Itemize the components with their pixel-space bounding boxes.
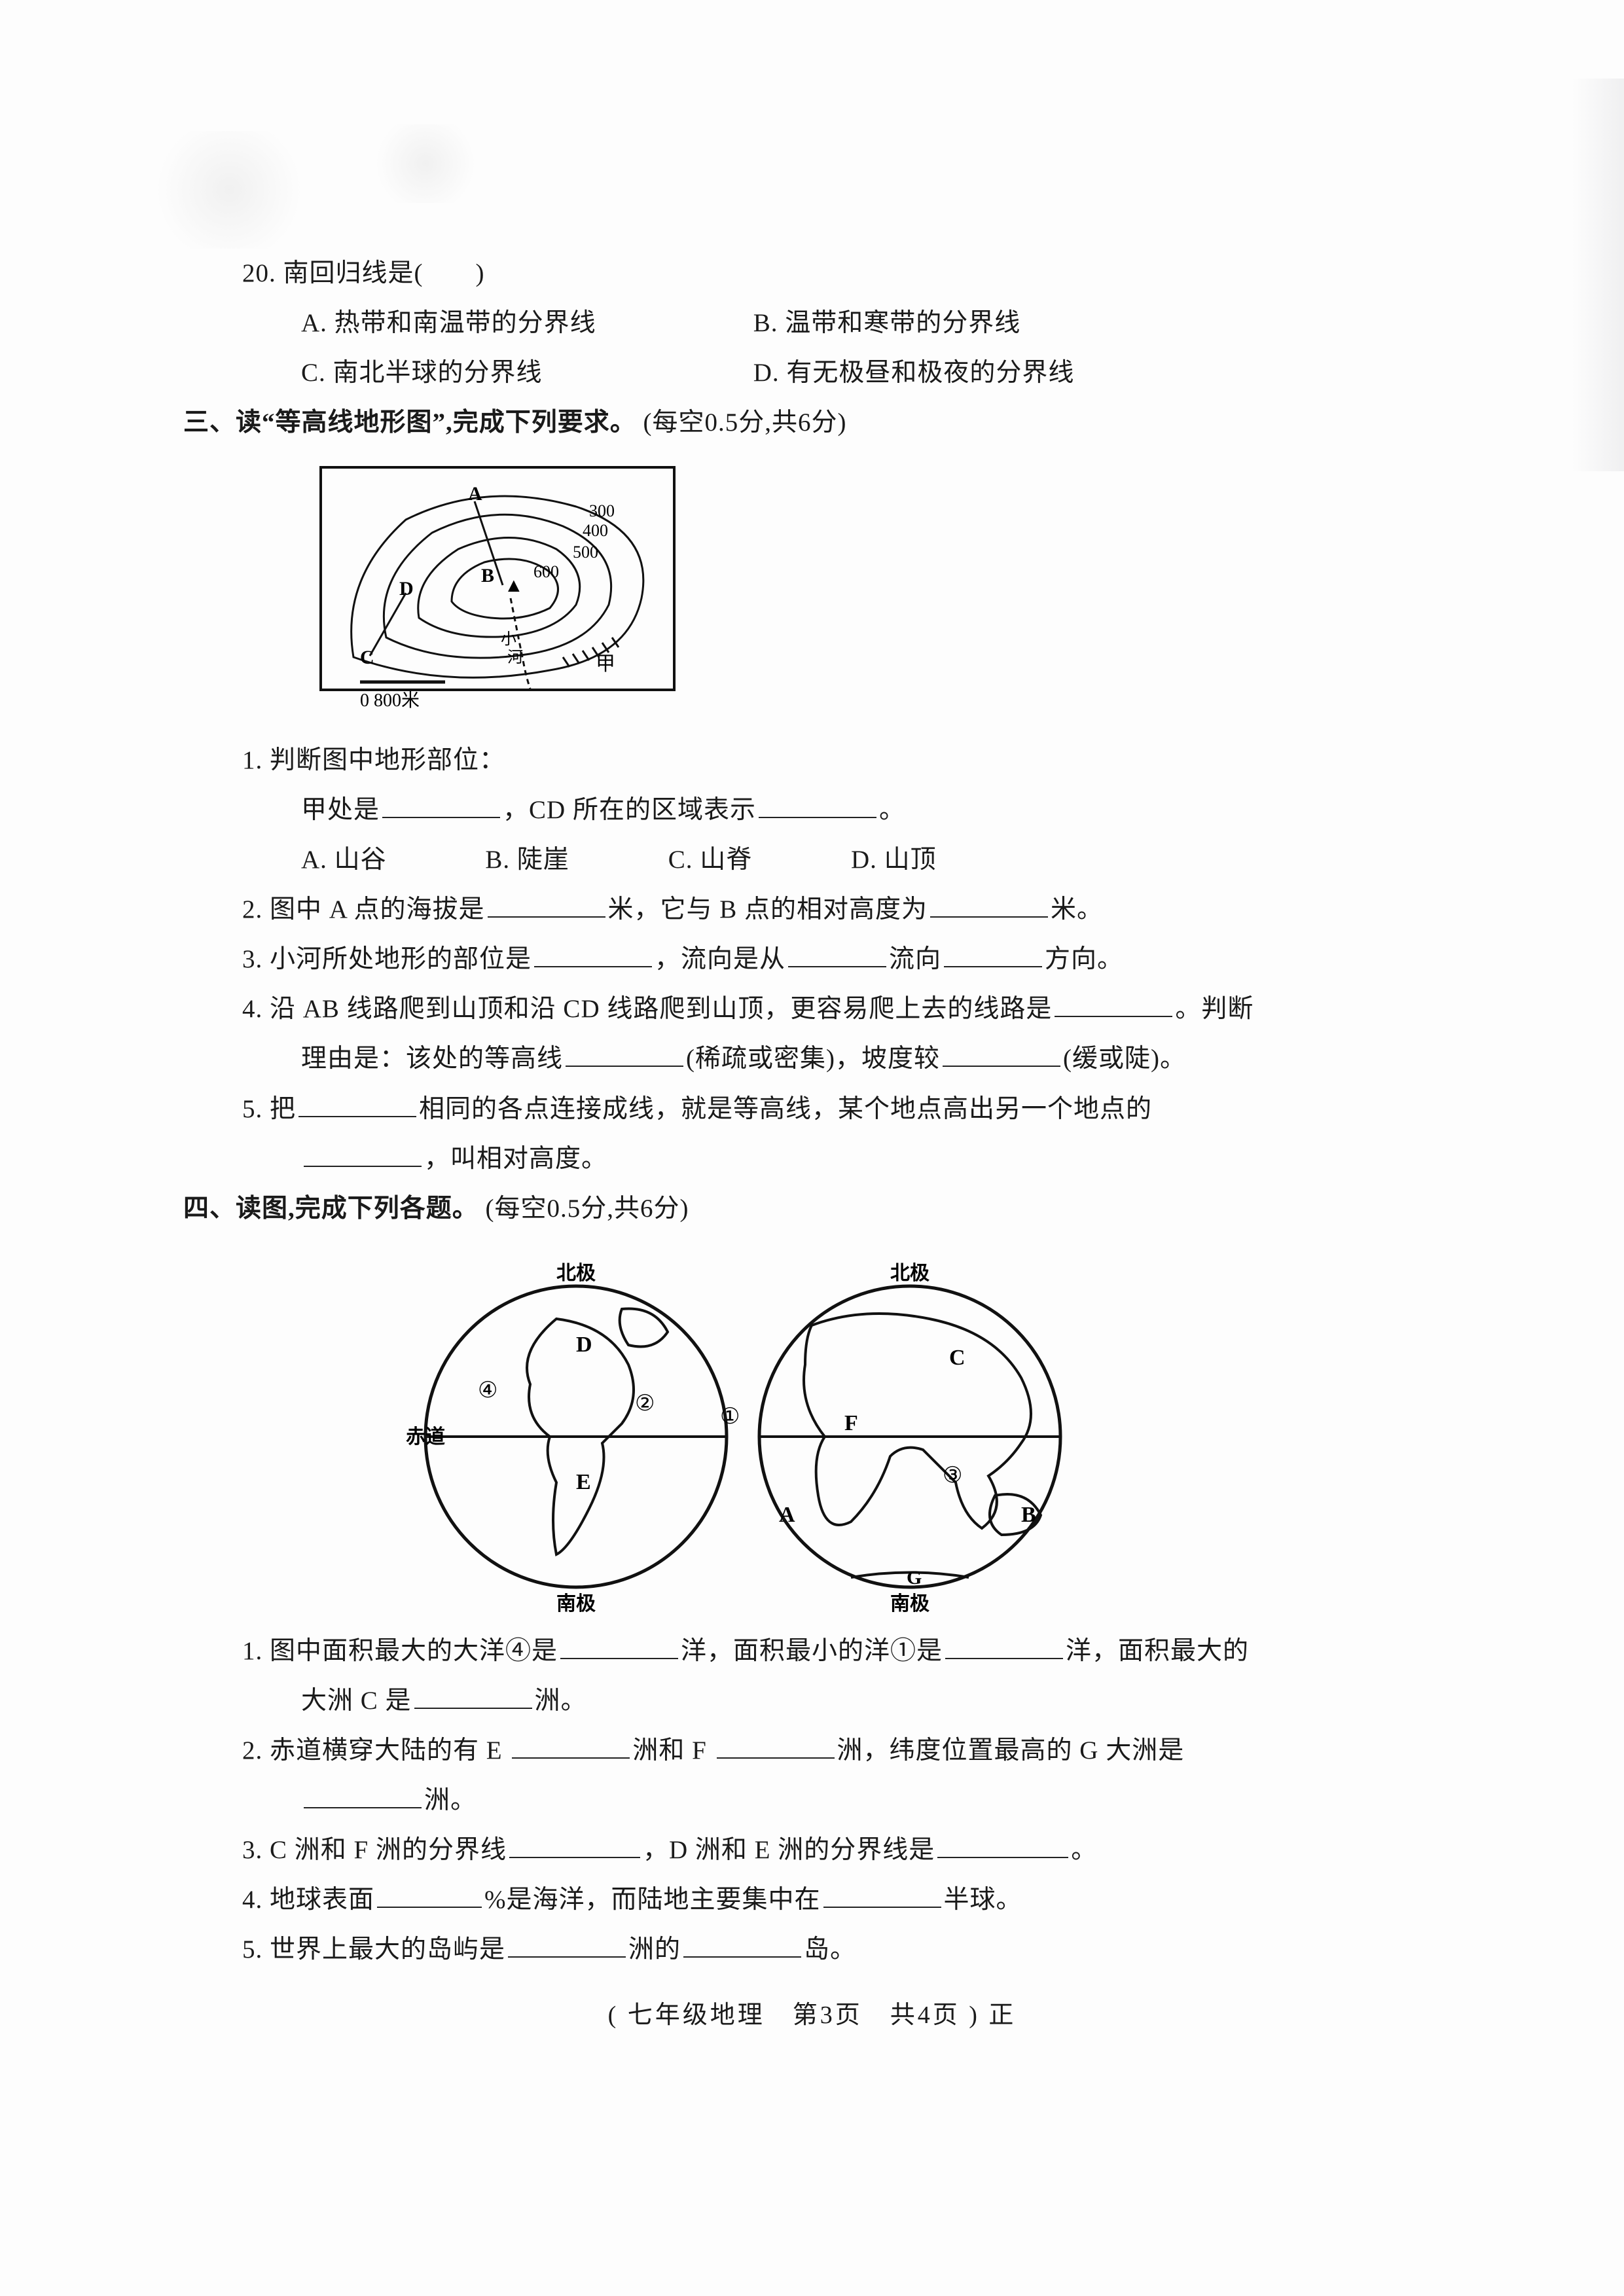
blank <box>717 1733 835 1759</box>
blank <box>414 1683 532 1709</box>
blank <box>566 1041 683 1067</box>
letter-B: B <box>1021 1503 1036 1527</box>
s4-q2b: 洲。 <box>183 1776 1441 1825</box>
hemispheres-figure: 北极 南极 赤道 ④ ② ① D E 北极 南极 C F <box>393 1247 1441 1613</box>
blank <box>508 1932 626 1958</box>
s3-q5a: 5. 把相同的各点连接成线，就是等高线，某个地点高出另一个地点的 <box>183 1085 1441 1134</box>
north-pole-w: 北极 <box>556 1263 596 1284</box>
contour-map-figure: ▲ 300 400 500 600 A B C D 甲 小 河 <box>314 461 1441 723</box>
label-500: 500 <box>573 543 598 562</box>
circ-3: ③ <box>943 1463 962 1488</box>
s4-q2a: 2. 赤道横穿大陆的有 E 洲和 F 洲，纬度位置最高的 G 大洲是 <box>183 1726 1441 1776</box>
circ-2: ② <box>635 1391 655 1416</box>
blank <box>560 1634 678 1659</box>
letter-C: C <box>949 1346 965 1370</box>
south-pole-e: 南极 <box>890 1593 929 1613</box>
s3-q1-stem: 1. 判断图中地形部位： <box>183 736 1441 785</box>
blank <box>1055 992 1172 1017</box>
blank <box>930 892 1048 918</box>
circ-4: ④ <box>478 1378 497 1403</box>
blank <box>512 1733 630 1759</box>
sec4-scoring: (每空0.5分,共6分) <box>486 1194 689 1223</box>
blank <box>945 1634 1063 1659</box>
scan-smudge <box>144 131 314 249</box>
label-C: C <box>360 647 374 668</box>
s3-q5b: ，叫相对高度。 <box>183 1134 1441 1184</box>
s3-q4a: 4. 沿 AB 线路爬到山顶和沿 CD 线路爬到山顶，更容易爬上去的线路是。判断 <box>183 984 1441 1034</box>
q20-opt-d: D. 有无极昼和极夜的分界线 <box>753 348 1075 398</box>
peak-marker: ▲ <box>504 575 524 596</box>
sec4-head: 四、读图,完成下列各题。 <box>183 1194 478 1223</box>
s3-q1-d: D. 山顶 <box>851 846 937 874</box>
blank <box>488 892 605 918</box>
q20-opt-a: A. 热带和南温带的分界线 <box>301 298 746 348</box>
blank <box>534 942 652 967</box>
s3-q2: 2. 图中 A 点的海拔是米，它与 B 点的相对高度为米。 <box>183 885 1441 935</box>
line-cd-seg <box>370 593 406 656</box>
sec3-scoring: (每空0.5分,共6分) <box>643 408 847 437</box>
letter-A: A <box>779 1503 795 1527</box>
letter-F: F <box>844 1411 858 1435</box>
label-D: D <box>399 578 414 600</box>
s3-q1-c: C. 山脊 <box>668 846 753 874</box>
exam-page: 20. 南回归线是( ) A. 热带和南温带的分界线 B. 温带和寒带的分界线 … <box>0 0 1624 2296</box>
blank <box>304 1783 422 1808</box>
blank <box>937 1833 1068 1858</box>
q20-text: 南回归线是( ) <box>283 259 485 287</box>
blank <box>382 793 500 818</box>
blank <box>823 1882 941 1908</box>
s3-q1-line: 甲处是，CD 所在的区域表示。 <box>183 785 1441 835</box>
blank <box>509 1833 640 1858</box>
s4-q1a: 1. 图中面积最大的大洋④是洋，面积最小的洋①是洋，面积最大的 <box>183 1626 1441 1676</box>
river-label-1: 小 <box>501 630 516 648</box>
sec3-head: 三、读“等高线地形图”,完成下列要求。 <box>183 408 636 437</box>
south-pole-w: 南极 <box>556 1593 596 1613</box>
s4-q5: 5. 世界上最大的岛屿是洲的岛。 <box>183 1925 1441 1975</box>
q20-stem: 20. 南回归线是( ) <box>183 249 1441 298</box>
blank <box>304 1141 422 1167</box>
q20-opt-c: C. 南北半球的分界线 <box>301 348 746 398</box>
blank <box>943 1041 1060 1067</box>
letter-G: G <box>907 1567 922 1588</box>
label-B: B <box>481 565 494 586</box>
blank <box>377 1882 482 1908</box>
label-400: 400 <box>583 521 608 540</box>
section-4-heading: 四、读图,完成下列各题。 (每空0.5分,共6分) <box>183 1184 1441 1234</box>
s4-q1b: 大洲 C 是洲。 <box>183 1676 1441 1726</box>
s4-q4: 4. 地球表面%是海洋，而陆地主要集中在半球。 <box>183 1875 1441 1925</box>
blank <box>759 793 876 818</box>
letter-D: D <box>576 1333 592 1357</box>
q20-row1: A. 热带和南温带的分界线 B. 温带和寒带的分界线 <box>183 298 1441 348</box>
section-3-heading: 三、读“等高线地形图”,完成下列要求。 (每空0.5分,共6分) <box>183 398 1441 448</box>
q20-row2: C. 南北半球的分界线 D. 有无极昼和极夜的分界线 <box>183 348 1441 398</box>
blank <box>683 1932 801 1958</box>
q20-opt-b: B. 温带和寒带的分界线 <box>753 298 1021 348</box>
scan-edge-noise <box>1572 79 1624 471</box>
river-label-2: 河 <box>507 649 523 666</box>
contour-500 <box>418 538 580 637</box>
letter-E: E <box>576 1470 591 1494</box>
q20-number: 20. <box>242 259 276 287</box>
circ-1: ① <box>720 1405 740 1429</box>
s3-q1-opts: A. 山谷 B. 陡崖 C. 山脊 D. 山顶 <box>183 835 1441 885</box>
s4-q3: 3. C 洲和 F 洲的分界线，D 洲和 E 洲的分界线是。 <box>183 1825 1441 1875</box>
scan-smudge <box>367 124 484 203</box>
scale-text: 0 800米 <box>360 690 420 711</box>
equator-label: 赤道 <box>406 1426 445 1448</box>
s3-q4b: 理由是：该处的等高线(稀疏或密集)，坡度较(缓或陡)。 <box>183 1034 1441 1084</box>
label-600: 600 <box>533 562 559 581</box>
s3-q1-b: B. 陡崖 <box>485 846 569 874</box>
s3-q1-a: A. 山谷 <box>301 846 387 874</box>
hemispheres-svg: 北极 南极 赤道 ④ ② ① D E 北极 南极 C F <box>393 1247 1113 1613</box>
blank <box>298 1092 416 1117</box>
page-footer: ( 七年级地理 第3页 共4页 ) 正 <box>183 1994 1441 2030</box>
contour-map-svg: ▲ 300 400 500 600 A B C D 甲 小 河 <box>314 461 681 723</box>
blank <box>788 942 886 967</box>
greenland-outline <box>620 1308 668 1346</box>
blank <box>944 942 1042 967</box>
label-300: 300 <box>589 501 615 520</box>
s3-q3: 3. 小河所处地形的部位是，流向是从流向方向。 <box>183 935 1441 984</box>
north-pole-e: 北极 <box>890 1263 929 1284</box>
